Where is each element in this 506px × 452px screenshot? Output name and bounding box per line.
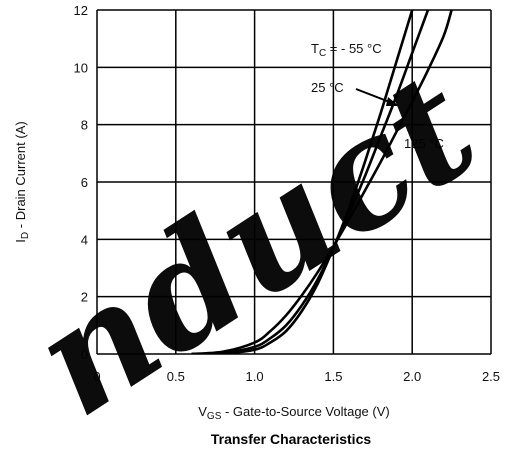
- y-tick-label: 6: [81, 175, 88, 190]
- chart-title: Transfer Characteristics: [211, 431, 372, 447]
- x-tick-label: 1.5: [324, 369, 342, 384]
- y-tick-label: 4: [81, 232, 88, 247]
- x-tick-label: 2.0: [403, 369, 421, 384]
- y-axis-label: ID - Drain Current (A): [13, 121, 31, 242]
- annotation-tc-minus55: TC = - 55 °C: [311, 41, 382, 59]
- x-tick-label: 2.5: [482, 369, 500, 384]
- y-tick-label: 8: [81, 118, 88, 133]
- x-tick-label: 1.0: [246, 369, 264, 384]
- y-tick-label: 10: [74, 60, 88, 75]
- x-axis-label: VGS - Gate-to-Source Voltage (V): [198, 404, 389, 422]
- y-tick-label: 12: [74, 3, 88, 18]
